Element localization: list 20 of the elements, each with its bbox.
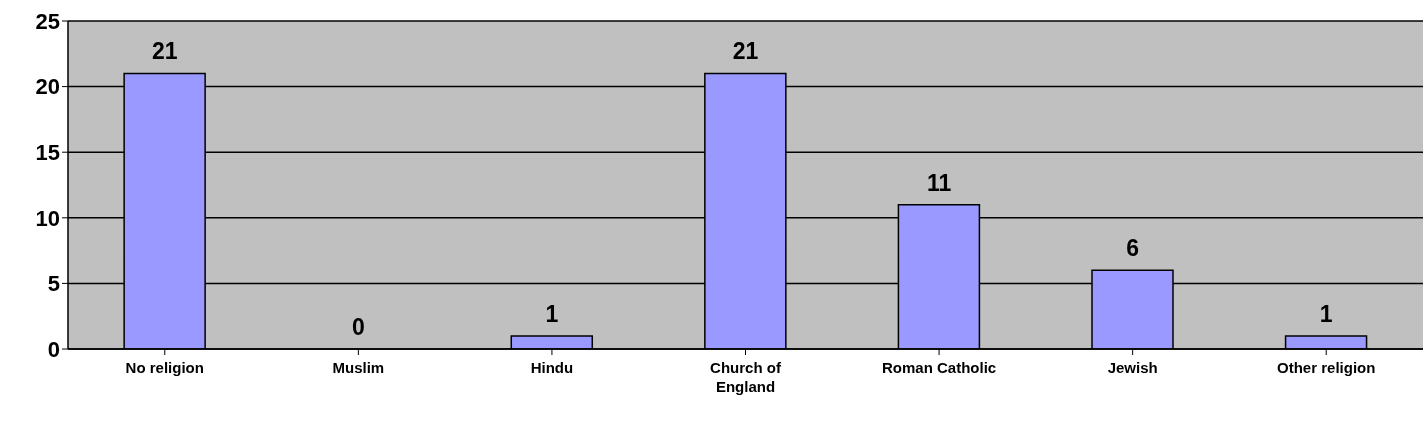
data-label: 0 <box>351 314 365 340</box>
x-tick-label: No religion <box>125 359 204 376</box>
data-label: 11 <box>926 169 952 196</box>
data-label: 21 <box>151 38 178 65</box>
data-label: 6 <box>1126 235 1140 262</box>
x-tick-label: Roman Catholic <box>881 359 997 376</box>
data-label: 1 <box>1319 300 1333 327</box>
x-tick-label: Muslim <box>332 359 385 376</box>
y-tick-label: 25 <box>35 8 60 34</box>
y-tick-label: 15 <box>35 140 60 166</box>
x-tick-label: Other religion <box>1277 359 1376 376</box>
x-tick-label: Jewish <box>1107 359 1158 376</box>
y-tick-label: 20 <box>35 74 60 100</box>
data-label: 21 <box>732 38 759 65</box>
x-tick-label: Hindu <box>530 359 574 376</box>
x-tick-label: Church of England <box>710 359 782 395</box>
y-tick-label: 10 <box>35 205 60 231</box>
y-tick-label: 5 <box>47 271 60 297</box>
data-label: 1 <box>545 300 559 327</box>
y-tick-label: 0 <box>47 336 60 362</box>
